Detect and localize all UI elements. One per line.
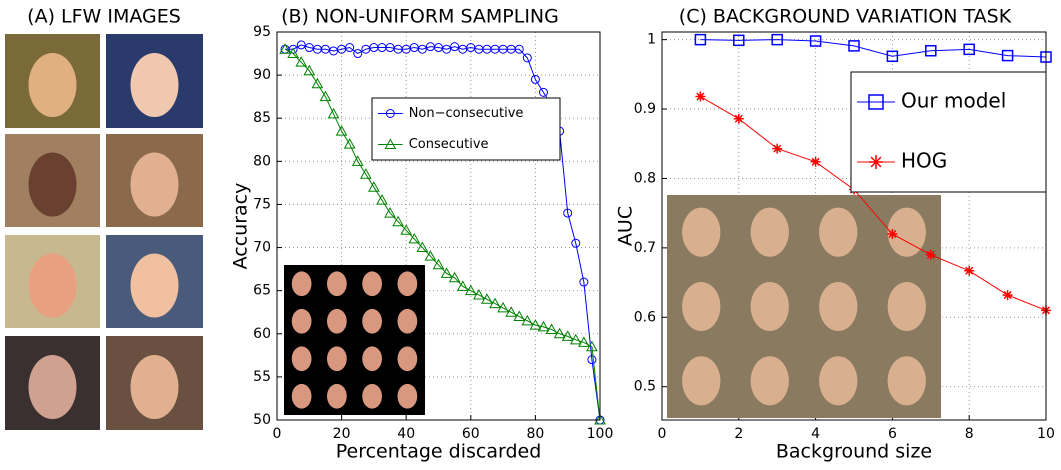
inset-head bbox=[398, 346, 418, 371]
inset-head bbox=[751, 282, 789, 331]
marker bbox=[811, 157, 821, 167]
x-tick-label: 0 bbox=[658, 426, 667, 442]
inset-head bbox=[819, 356, 857, 405]
face-images bbox=[5, 34, 203, 430]
x-tick-label: 2 bbox=[734, 426, 743, 442]
x-tick-label: 100 bbox=[587, 426, 614, 442]
y-tick-label: 75 bbox=[253, 196, 271, 212]
y-tick-label: 1 bbox=[647, 32, 656, 48]
y-tick-label: 85 bbox=[253, 110, 271, 126]
inset-head bbox=[362, 346, 382, 371]
y-axis-label: AUC bbox=[615, 206, 637, 246]
y-tick-label: 65 bbox=[253, 283, 271, 299]
x-axis-label: Percentage discarded bbox=[336, 441, 542, 463]
figure: (A) LFW IMAGES (B) NON-UNIFORM SAMPLING 0… bbox=[0, 0, 1061, 466]
inset-head bbox=[292, 271, 312, 296]
inset-head bbox=[819, 282, 857, 331]
x-tick-label: 10 bbox=[1037, 426, 1055, 442]
legend-label: HOG bbox=[901, 149, 947, 173]
inset-head bbox=[327, 384, 347, 409]
inset-head bbox=[362, 271, 382, 296]
face bbox=[131, 53, 179, 117]
inset-head bbox=[292, 346, 312, 371]
inset-head bbox=[292, 309, 312, 334]
inset-head bbox=[682, 208, 720, 257]
legend-label: Non−consecutive bbox=[409, 106, 524, 121]
y-tick-label: 0.6 bbox=[634, 309, 656, 325]
y-axis-label: Accuracy bbox=[230, 183, 252, 270]
marker bbox=[1003, 290, 1013, 300]
inset-head bbox=[682, 282, 720, 331]
x-tick-label: 0 bbox=[273, 426, 282, 442]
legend-label: Our model bbox=[901, 89, 1006, 113]
y-tick-label: 0.9 bbox=[634, 101, 656, 117]
inset-head bbox=[682, 356, 720, 405]
marker bbox=[772, 144, 782, 154]
inset-head bbox=[398, 271, 418, 296]
y-tick-label: 70 bbox=[253, 240, 271, 256]
face bbox=[29, 355, 77, 419]
marker bbox=[887, 229, 897, 239]
inset-head bbox=[888, 282, 926, 331]
x-tick-label: 8 bbox=[965, 426, 974, 442]
chart-title: (B) NON-UNIFORM SAMPLING bbox=[281, 6, 559, 28]
panel-title: (A) LFW IMAGES bbox=[27, 6, 181, 28]
inset-head bbox=[888, 356, 926, 405]
marker bbox=[869, 155, 883, 169]
inset-head bbox=[398, 309, 418, 334]
chart-title: (C) BACKGROUND VARIATION TASK bbox=[679, 6, 1012, 28]
legend-label: Consecutive bbox=[409, 137, 489, 152]
x-axis-label: Background size bbox=[776, 441, 932, 463]
inset-head bbox=[751, 208, 789, 257]
y-tick-label: 95 bbox=[253, 24, 271, 40]
y-tick-label: 90 bbox=[253, 67, 271, 83]
y-tick-label: 0.5 bbox=[634, 379, 656, 395]
face bbox=[29, 254, 77, 318]
y-tick-label: 0.8 bbox=[634, 170, 656, 186]
inset-head bbox=[362, 309, 382, 334]
marker bbox=[926, 250, 936, 260]
inset-head bbox=[292, 384, 312, 409]
face bbox=[29, 53, 77, 117]
face bbox=[29, 153, 77, 217]
inset-head bbox=[362, 384, 382, 409]
marker bbox=[695, 92, 705, 102]
marker bbox=[734, 114, 744, 124]
y-tick-label: 55 bbox=[253, 369, 271, 385]
face bbox=[131, 254, 179, 318]
y-tick-label: 80 bbox=[253, 153, 271, 169]
inset-head bbox=[819, 208, 857, 257]
face bbox=[131, 153, 179, 217]
inset-head bbox=[327, 309, 347, 334]
inset-head bbox=[751, 356, 789, 405]
inset-head bbox=[398, 384, 418, 409]
inset-head bbox=[327, 271, 347, 296]
y-tick-label: 0.7 bbox=[634, 240, 656, 256]
marker bbox=[964, 266, 974, 276]
inset-head bbox=[327, 346, 347, 371]
face bbox=[131, 355, 179, 419]
y-tick-label: 50 bbox=[253, 412, 271, 428]
y-tick-label: 60 bbox=[253, 326, 271, 342]
